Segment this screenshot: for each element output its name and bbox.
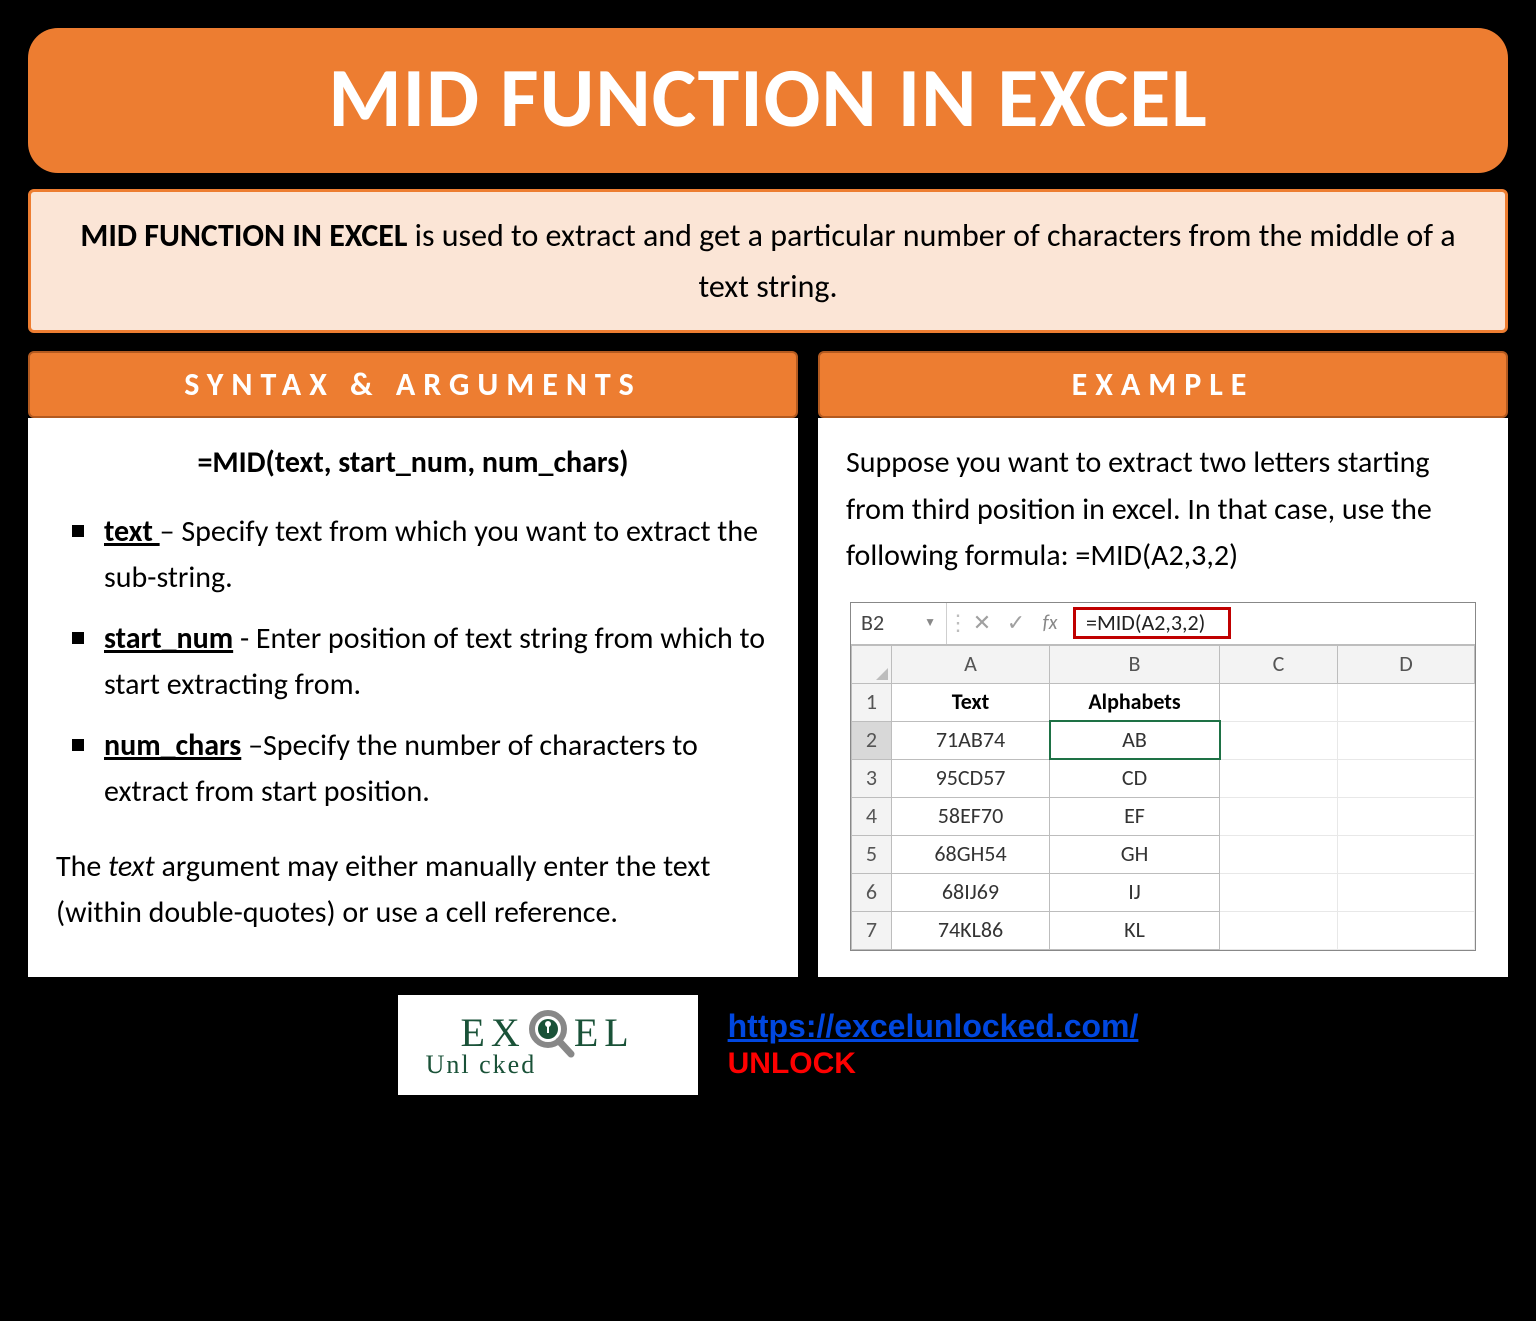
arg-numchars: num_chars –Specify the number of charact… bbox=[66, 723, 770, 816]
cell[interactable]: 71AB74 bbox=[892, 721, 1050, 759]
note-post: argument may either manually enter the t… bbox=[56, 848, 710, 932]
title-banner: MID FUNCTION IN EXCEL bbox=[28, 28, 1508, 173]
example-text: Suppose you want to extract two letters … bbox=[846, 440, 1480, 580]
cell[interactable] bbox=[1220, 759, 1338, 797]
col-header-D[interactable]: D bbox=[1338, 645, 1475, 683]
cell[interactable]: IJ bbox=[1050, 873, 1220, 911]
excel-screenshot: B2 ▼ ⋮ ✕ ✓ fx =MID(A2,3,2) A B C D bbox=[850, 602, 1476, 951]
table-row: 4 58EF70 EF bbox=[852, 797, 1475, 835]
cell[interactable] bbox=[1220, 683, 1338, 721]
logo-post: EL bbox=[574, 1009, 635, 1056]
column-header-row: A B C D bbox=[852, 645, 1475, 683]
cell[interactable]: Alphabets bbox=[1050, 683, 1220, 721]
excel-unlocked-logo: EX EL Unl cked bbox=[398, 995, 698, 1095]
formula-input[interactable]: =MID(A2,3,2) bbox=[1073, 607, 1231, 639]
site-link[interactable]: https://excelunlocked.com/ bbox=[728, 1008, 1139, 1045]
cell[interactable]: Text bbox=[892, 683, 1050, 721]
arg-name: num_chars bbox=[104, 727, 241, 764]
fx-icon[interactable]: fx bbox=[1033, 608, 1067, 639]
args-list: text – Specify text from which you want … bbox=[56, 509, 770, 816]
col-header-A[interactable]: A bbox=[892, 645, 1050, 683]
table-row: 5 68GH54 GH bbox=[852, 835, 1475, 873]
columns: SYNTAX & ARGUMENTS =MID(text, start_num,… bbox=[28, 351, 1508, 977]
col-header-B[interactable]: B bbox=[1050, 645, 1220, 683]
row-header[interactable]: 1 bbox=[852, 683, 892, 721]
logo-line1: EX EL bbox=[461, 1009, 635, 1056]
dropdown-icon: ▼ bbox=[924, 614, 936, 633]
syntax-column: SYNTAX & ARGUMENTS =MID(text, start_num,… bbox=[28, 351, 798, 977]
cell[interactable] bbox=[1220, 911, 1338, 949]
logo-line2: Unl cked bbox=[426, 1050, 537, 1080]
name-box-value: B2 bbox=[861, 606, 884, 640]
cell[interactable]: GH bbox=[1050, 835, 1220, 873]
example-header: EXAMPLE bbox=[818, 351, 1508, 418]
cell[interactable]: EF bbox=[1050, 797, 1220, 835]
col-header-C[interactable]: C bbox=[1220, 645, 1338, 683]
table-row: 2 71AB74 AB bbox=[852, 721, 1475, 759]
logo-pre: EX bbox=[461, 1009, 526, 1056]
cell[interactable]: 68IJ69 bbox=[892, 873, 1050, 911]
arg-name: start_num bbox=[104, 620, 233, 657]
cell[interactable] bbox=[1338, 911, 1475, 949]
syntax-body: =MID(text, start_num, num_chars) text – … bbox=[28, 418, 798, 977]
cell[interactable] bbox=[1338, 797, 1475, 835]
syntax-header: SYNTAX & ARGUMENTS bbox=[28, 351, 798, 418]
arg-desc: Specify text from which you want to extr… bbox=[104, 513, 758, 597]
cell[interactable]: 68GH54 bbox=[892, 835, 1050, 873]
cell[interactable] bbox=[1338, 721, 1475, 759]
unlock-label: UNLOCK bbox=[728, 1047, 1139, 1081]
footer: EX EL Unl cked https://excelunlocked.com… bbox=[28, 995, 1508, 1095]
row-header[interactable]: 3 bbox=[852, 759, 892, 797]
syntax-formula: =MID(text, start_num, num_chars) bbox=[56, 440, 770, 487]
row-header[interactable]: 2 bbox=[852, 721, 892, 759]
row-header[interactable]: 7 bbox=[852, 911, 892, 949]
cell[interactable]: CD bbox=[1050, 759, 1220, 797]
arg-sep: - bbox=[233, 620, 256, 657]
table-row: 1 Text Alphabets bbox=[852, 683, 1475, 721]
table-row: 3 95CD57 CD bbox=[852, 759, 1475, 797]
table-row: 6 68IJ69 IJ bbox=[852, 873, 1475, 911]
intro-box: MID FUNCTION IN EXCEL is used to extract… bbox=[28, 189, 1508, 333]
row-header[interactable]: 4 bbox=[852, 797, 892, 835]
footer-links: https://excelunlocked.com/ UNLOCK bbox=[728, 1008, 1139, 1081]
cell[interactable] bbox=[1338, 683, 1475, 721]
example-column: EXAMPLE Suppose you want to extract two … bbox=[818, 351, 1508, 977]
cell[interactable] bbox=[1220, 721, 1338, 759]
row-header[interactable]: 6 bbox=[852, 873, 892, 911]
cell[interactable] bbox=[1338, 835, 1475, 873]
spreadsheet-grid[interactable]: A B C D 1 Text Alphabets 2 71AB74 bbox=[851, 645, 1475, 950]
separator-icon: ⋮ bbox=[947, 606, 965, 640]
arg-sep: – bbox=[241, 727, 263, 764]
note-pre: The bbox=[56, 848, 108, 885]
magnifying-glass-icon bbox=[528, 1011, 572, 1055]
arg-sep: – bbox=[160, 513, 182, 550]
select-all-corner[interactable] bbox=[852, 645, 892, 683]
arg-text: text – Specify text from which you want … bbox=[66, 509, 770, 602]
cell[interactable] bbox=[1220, 873, 1338, 911]
cell[interactable]: 58EF70 bbox=[892, 797, 1050, 835]
intro-bold: MID FUNCTION IN EXCEL bbox=[80, 216, 407, 255]
note-italic: text bbox=[108, 848, 155, 885]
example-body: Suppose you want to extract two letters … bbox=[818, 418, 1508, 977]
name-box[interactable]: B2 ▼ bbox=[851, 603, 947, 644]
enter-icon[interactable]: ✓ bbox=[999, 606, 1033, 640]
cell[interactable] bbox=[1338, 759, 1475, 797]
cell[interactable] bbox=[1220, 797, 1338, 835]
row-header[interactable]: 5 bbox=[852, 835, 892, 873]
syntax-note: The text argument may either manually en… bbox=[56, 844, 770, 937]
cancel-icon[interactable]: ✕ bbox=[965, 606, 999, 640]
cell[interactable] bbox=[1220, 835, 1338, 873]
cell[interactable]: KL bbox=[1050, 911, 1220, 949]
table-row: 7 74KL86 KL bbox=[852, 911, 1475, 949]
cell[interactable] bbox=[1338, 873, 1475, 911]
arg-startnum: start_num - Enter position of text strin… bbox=[66, 616, 770, 709]
intro-rest: is used to extract and get a particular … bbox=[407, 216, 1455, 306]
cell[interactable]: 95CD57 bbox=[892, 759, 1050, 797]
cell[interactable]: 74KL86 bbox=[892, 911, 1050, 949]
cell-selected[interactable]: AB bbox=[1050, 721, 1220, 759]
arg-name: text bbox=[104, 513, 160, 550]
formula-bar: B2 ▼ ⋮ ✕ ✓ fx =MID(A2,3,2) bbox=[851, 603, 1475, 645]
